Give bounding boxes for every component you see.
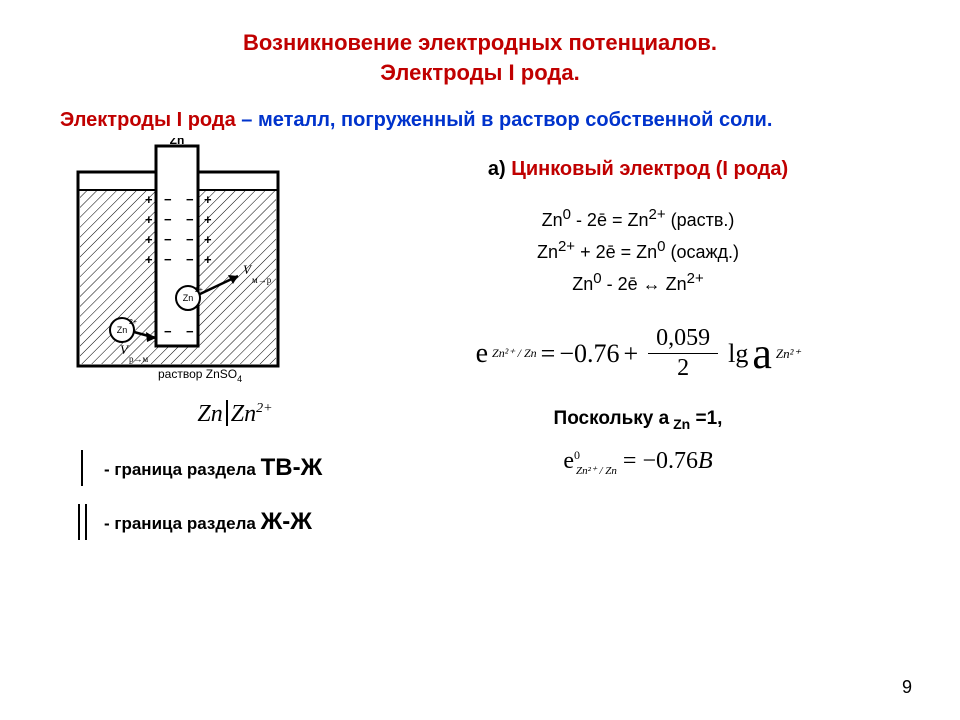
svg-text:+: +: [145, 212, 153, 227]
equation-3: Zn0 - 2ē ↔ Zn2+: [360, 267, 916, 299]
notation-bar: [226, 400, 228, 426]
svg-text:2+: 2+: [129, 319, 137, 326]
section-a-heading: а) Цинковый электрод (I рода): [360, 158, 916, 181]
nernst-a-sub: Zn²⁺: [776, 346, 801, 362]
page-number: 9: [902, 677, 912, 698]
half-reactions: Zn0 - 2ē = Zn2+ (раств.) Zn2+ + 2ē = Zn0…: [360, 203, 916, 299]
title-line-1: Возникновение электродных потенциалов.: [0, 28, 960, 58]
nernst-base: −0.76: [559, 339, 619, 369]
svg-text:−: −: [164, 192, 172, 207]
svg-text:+: +: [145, 192, 153, 207]
electrode-notation: ZnZn2+: [110, 400, 360, 428]
svg-text:−: −: [164, 212, 172, 227]
svg-text:−: −: [164, 252, 172, 267]
svg-text:−: −: [186, 252, 194, 267]
svg-text:+: +: [145, 232, 153, 247]
svg-text:−: −: [186, 212, 194, 227]
notation-left: Zn: [197, 401, 222, 427]
nernst-e: e: [476, 338, 488, 370]
slide-title: Возникновение электродных потенциалов. Э…: [0, 0, 960, 87]
nernst-plus: +: [623, 339, 638, 369]
svg-text:−: −: [164, 324, 172, 339]
svg-text:+: +: [204, 252, 212, 267]
svg-text:−: −: [186, 192, 194, 207]
svg-text:+: +: [204, 232, 212, 247]
equation-2: Zn2+ + 2ē = Zn0 (осажд.): [360, 235, 916, 267]
electrode-label: Zn: [170, 138, 185, 147]
legend-single-text: - граница раздела ТВ-Ж: [104, 454, 322, 482]
definition-rest: металл, погруженный в раствор собственно…: [258, 109, 772, 131]
svg-text:Zn: Zn: [183, 293, 194, 303]
equation-1: Zn0 - 2ē = Zn2+ (раств.): [360, 203, 916, 235]
standard-potential: e0Zn²⁺ / Zn = −0.76В: [360, 448, 916, 477]
svg-text:+: +: [204, 212, 212, 227]
electrode-diagram: Zn +−−+ +−−+ +−−+ +−−+ −− Zn 2+ V м→р: [60, 138, 310, 398]
notation-right-sup: 2+: [256, 401, 272, 416]
legend-row-double: - граница раздела Ж-Ж: [60, 504, 360, 540]
svg-text:+: +: [204, 192, 212, 207]
nernst-activity-a: a: [752, 328, 772, 379]
svg-text:+: +: [145, 252, 153, 267]
svg-text:−: −: [164, 232, 172, 247]
notation-right: Zn: [231, 401, 256, 427]
svg-text:−: −: [186, 232, 194, 247]
svg-text:Zn: Zn: [117, 325, 128, 335]
definition-key: Электроды I рода: [60, 109, 236, 131]
electrode-svg: Zn +−−+ +−−+ +−−+ +−−+ −− Zn 2+ V м→р: [60, 138, 310, 398]
nernst-eq: =: [541, 339, 556, 369]
nernst-equation: e Zn²⁺ / Zn = −0.76 + 0,059 2 lg aZn²⁺: [360, 325, 916, 382]
svg-text:р→м: р→м: [129, 354, 149, 364]
definition-dash: –: [236, 109, 258, 131]
single-bar-icon: [60, 450, 104, 486]
section-a-prefix: а): [488, 158, 511, 180]
double-bar-icon: [60, 504, 104, 540]
title-line-2: Электроды I рода.: [0, 58, 960, 88]
nernst-frac-bot: 2: [677, 354, 689, 382]
nernst-fraction: 0,059 2: [648, 325, 718, 382]
since-line: Поскольку a Zn =1,: [360, 408, 916, 432]
nernst-frac-top: 0,059: [648, 325, 718, 354]
svg-text:раствор ZnSO4: раствор ZnSO4: [158, 367, 242, 384]
section-a-title: Цинковый электрод (I рода): [511, 158, 788, 180]
legend-row-single: - граница раздела ТВ-Ж: [60, 450, 360, 486]
definition-text: Электроды I рода – металл, погруженный в…: [0, 87, 960, 132]
svg-text:м→р: м→р: [252, 275, 272, 285]
nernst-e-sub: Zn²⁺ / Zn: [492, 346, 537, 361]
nernst-lg: lg: [728, 339, 748, 369]
legend-block: - граница раздела ТВ-Ж - граница раздела…: [60, 450, 360, 540]
legend-double-text: - граница раздела Ж-Ж: [104, 508, 312, 536]
svg-text:−: −: [186, 324, 194, 339]
